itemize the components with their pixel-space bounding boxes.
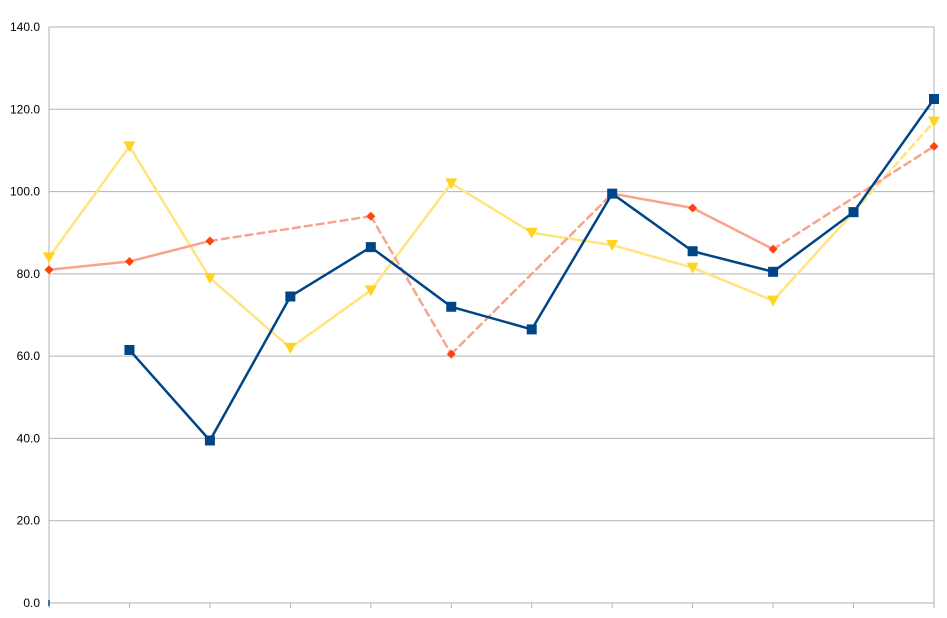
series-3-segment-6: [450, 305, 533, 331]
series-1-point-3: [203, 272, 216, 284]
series-1-point-12: [928, 116, 940, 128]
series-1-segment-1: [47, 145, 131, 259]
series-2-segment-3: [208, 215, 373, 243]
series-1-segment-3: [208, 276, 292, 350]
series-3-segment-9: [691, 249, 775, 274]
series-2-segment-7: [610, 192, 694, 210]
series-1-point-7: [525, 227, 538, 239]
series-markers: [43, 94, 940, 446]
y-tick-label-3: 60.0: [17, 349, 41, 363]
series-2-segment-5: [450, 192, 614, 356]
series-3-segment-2: [128, 348, 212, 442]
series-3-point-4: [285, 291, 296, 302]
series-2-point-1: [44, 265, 54, 275]
series-3-point-2: [124, 344, 135, 355]
series-3-segment-8: [610, 192, 694, 253]
series-1-segment-5: [369, 182, 453, 292]
series-1-segment-6: [450, 182, 533, 234]
series-1-point-8: [606, 240, 619, 252]
y-tick-label-7: 140.0: [10, 20, 40, 34]
series-2-segment-9: [771, 145, 936, 251]
series-1-segment-9: [691, 266, 775, 302]
series-2-point-4: [366, 211, 376, 221]
series-3-point-5: [365, 242, 376, 253]
series-3-point-6: [446, 301, 457, 312]
axes: 0.0 20.0 40.0 60.0 80.0 100.0 120.0 140.0: [10, 20, 935, 610]
series-2-point-8: [688, 203, 698, 213]
series-1-segment-4: [289, 289, 373, 350]
series-3-segment-4: [289, 245, 373, 298]
series-3-point-7: [526, 324, 537, 335]
series-1-point-5: [364, 285, 377, 297]
series-lines: [47, 97, 936, 442]
series-3-point-10: [768, 266, 779, 277]
series-1-point-4: [284, 342, 297, 354]
y-tick-label-2: 40.0: [17, 431, 41, 445]
y-tick-label-5: 100.0: [10, 185, 40, 199]
series-1-segment-7: [530, 231, 614, 247]
series-2-point-3: [205, 236, 215, 246]
gridlines: [49, 26, 934, 522]
series-3-segment-10: [771, 210, 855, 274]
y-tick-label-4: 80.0: [17, 267, 41, 281]
series-1-point-1: [43, 252, 55, 264]
series-3-segment-11: [852, 97, 936, 214]
series-1-point-6: [445, 178, 458, 190]
series-3-point-12: [929, 94, 939, 104]
series-3-segment-7: [530, 192, 614, 331]
series-1-segment-10: [771, 210, 855, 302]
series-2-segment-4: [369, 215, 453, 356]
series-3-point-11: [848, 207, 859, 218]
y-tick-label-1: 20.0: [17, 514, 41, 528]
series-2-point-2: [124, 257, 134, 267]
series-2-point-9: [768, 244, 778, 254]
y-tick-label-0: 0.0: [23, 596, 40, 610]
series-1-segment-8: [610, 243, 694, 269]
series-2-segment-8: [691, 206, 775, 251]
series-2-segment-2: [128, 239, 212, 263]
y-tick-label-6: 120.0: [10, 102, 40, 116]
series-1-point-10: [767, 295, 780, 307]
series-3-point-3: [204, 435, 215, 446]
series-1-segment-11: [852, 120, 936, 214]
series-1-point-2: [123, 141, 136, 153]
series-2-point-11: [929, 141, 939, 151]
series-3-point-9: [687, 246, 698, 257]
series-3-point-8: [607, 188, 618, 199]
series-3-segment-3: [208, 295, 292, 442]
series-3-segment-5: [369, 245, 453, 309]
series-1-point-9: [686, 262, 699, 274]
series-2-point-5: [446, 349, 456, 359]
series-1-segment-2: [128, 145, 212, 280]
series-2-segment-1: [47, 260, 131, 271]
